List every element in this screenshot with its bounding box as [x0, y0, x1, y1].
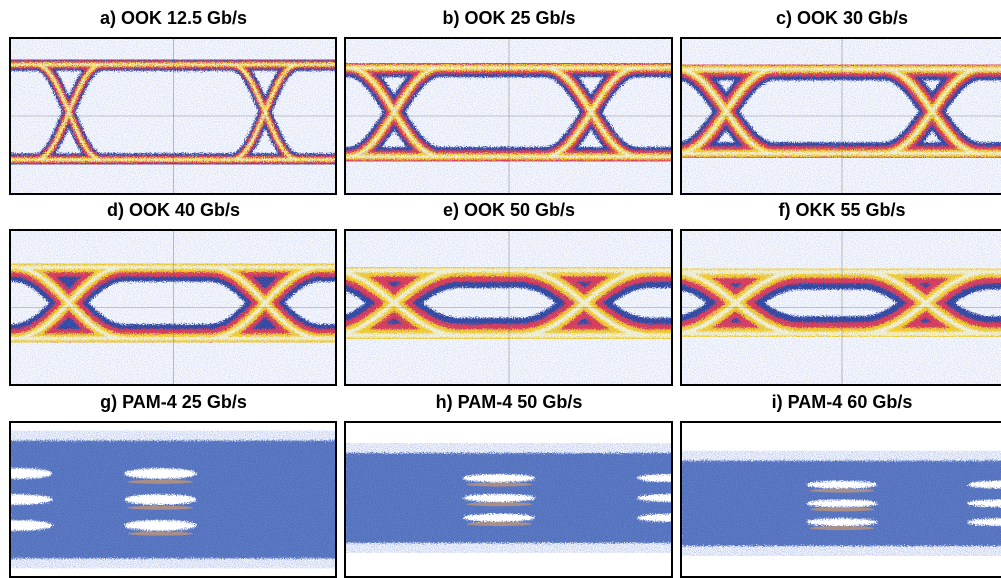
eye-edge: [810, 507, 874, 511]
panel-title: g) PAM-4 25 Gb/s: [100, 392, 247, 412]
panel-title: b) OOK 25 Gb/s: [442, 8, 575, 28]
eye-opening: [463, 494, 535, 502]
eye-edge: [128, 480, 193, 484]
eye-edge: [466, 482, 532, 486]
eye-opening: [124, 494, 196, 505]
eye-opening: [124, 468, 196, 479]
panel-title: e) OOK 50 Gb/s: [443, 200, 575, 220]
eye-diagram: [345, 422, 709, 577]
eye-edge: [466, 522, 532, 526]
eye-diagram: [0, 422, 337, 577]
eye-opening: [124, 520, 196, 531]
eye-opening: [807, 481, 878, 489]
panel-title: a) OOK 12.5 Gb/s: [100, 8, 247, 28]
eye-edge: [810, 526, 874, 530]
eye-opening: [463, 514, 535, 522]
panel-title: h) PAM-4 50 Gb/s: [436, 392, 583, 412]
eye-opening: [807, 518, 878, 526]
eye-edge: [128, 532, 193, 536]
eye-edge: [128, 506, 193, 510]
panel-title: f) OKK 55 Gb/s: [778, 200, 905, 220]
panel-title: d) OOK 40 Gb/s: [107, 200, 240, 220]
panel-title: i) PAM-4 60 Gb/s: [772, 392, 913, 412]
panel-title: c) OOK 30 Gb/s: [776, 8, 908, 28]
eye-edge: [466, 502, 532, 506]
eye-diagram: [681, 422, 1001, 577]
eye-opening: [463, 474, 535, 482]
eye-edge: [810, 489, 874, 493]
eye-opening: [807, 500, 878, 508]
eye-diagram-figure: a) OOK 12.5 Gb/s b) OOK 25 Gb/s c) OOK 30 …: [0, 0, 1001, 578]
